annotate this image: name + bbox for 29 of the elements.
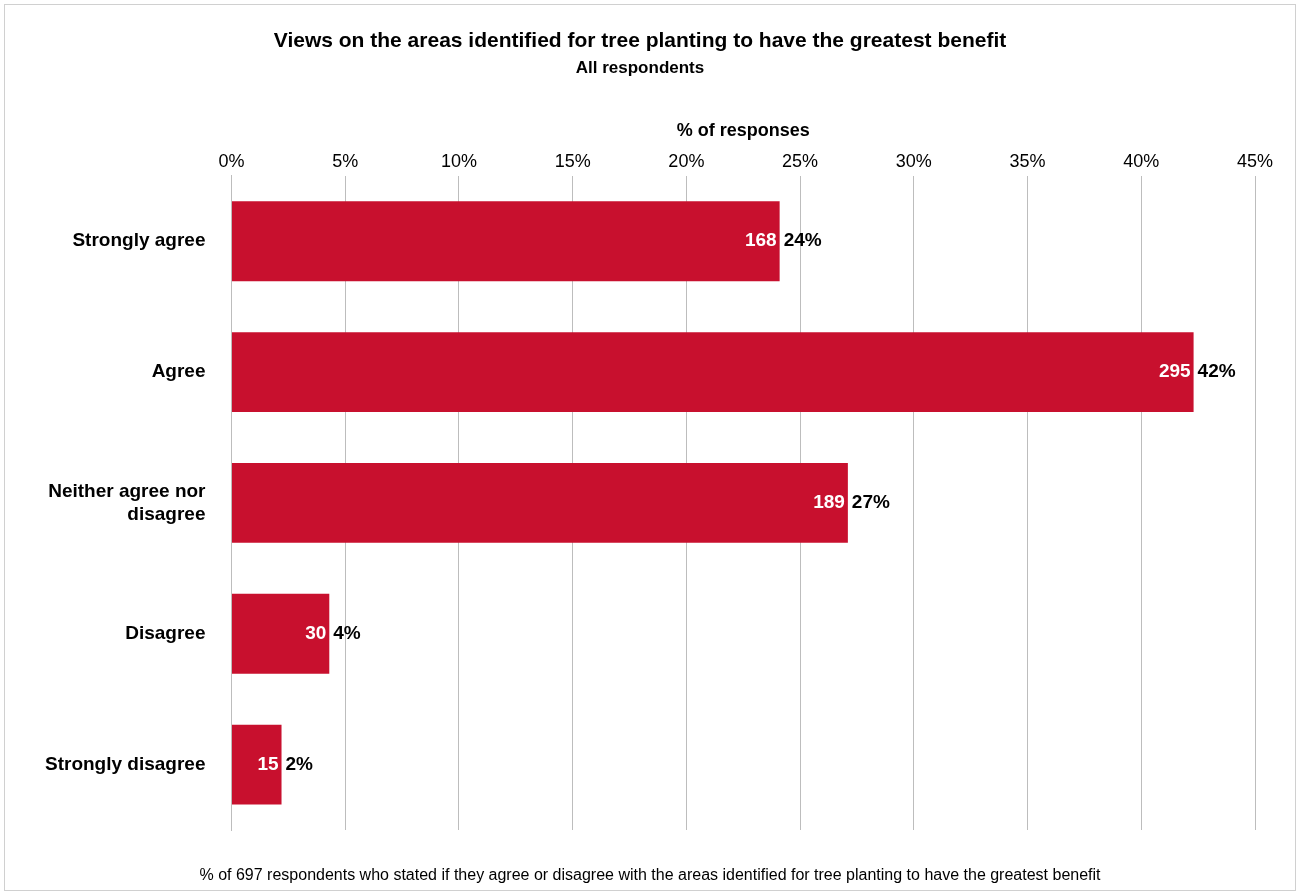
bar xyxy=(231,593,330,674)
x-tick-label: 30% xyxy=(895,150,932,171)
y-tick-label: Strongly agree xyxy=(72,229,206,251)
x-tick-label: 10% xyxy=(440,150,477,171)
x-tick-label: 0% xyxy=(218,150,245,171)
bar xyxy=(231,724,282,805)
x-tick-label: 20% xyxy=(668,150,705,171)
x-tick-label: 40% xyxy=(1123,150,1160,171)
chart-title: Views on the areas identified for tree planting to have the greatest benefit xyxy=(273,28,1007,52)
y-tick-label: Strongly disagree xyxy=(44,752,206,774)
chart-subtitle: All respondents xyxy=(575,58,705,78)
data-label: 15 2% xyxy=(257,752,314,774)
x-axis-title: % of responses xyxy=(676,120,810,141)
bar xyxy=(231,332,1194,412)
bar xyxy=(231,462,848,543)
x-tick-label: 15% xyxy=(554,150,591,171)
data-label: 189 27% xyxy=(813,491,890,513)
y-tick-label: Neither agree nor disagree xyxy=(48,479,207,524)
y-tick-label: Agree xyxy=(151,360,206,382)
x-tick-label: 5% xyxy=(332,150,359,171)
data-label: 168 24% xyxy=(744,229,822,251)
x-tick-label: 45% xyxy=(1236,150,1274,171)
bar xyxy=(231,201,780,282)
y-tick-label: Disagree xyxy=(125,621,206,643)
data-label: 295 42% xyxy=(1158,360,1236,382)
text: % of 697 respondents who stated if they agree or disagree with the areas identified for tree planting to have the greatest benefit xyxy=(199,866,1102,883)
data-label: 30 4% xyxy=(305,621,361,643)
x-tick-label: 35% xyxy=(1009,150,1046,171)
x-tick-label: 25% xyxy=(782,150,819,171)
